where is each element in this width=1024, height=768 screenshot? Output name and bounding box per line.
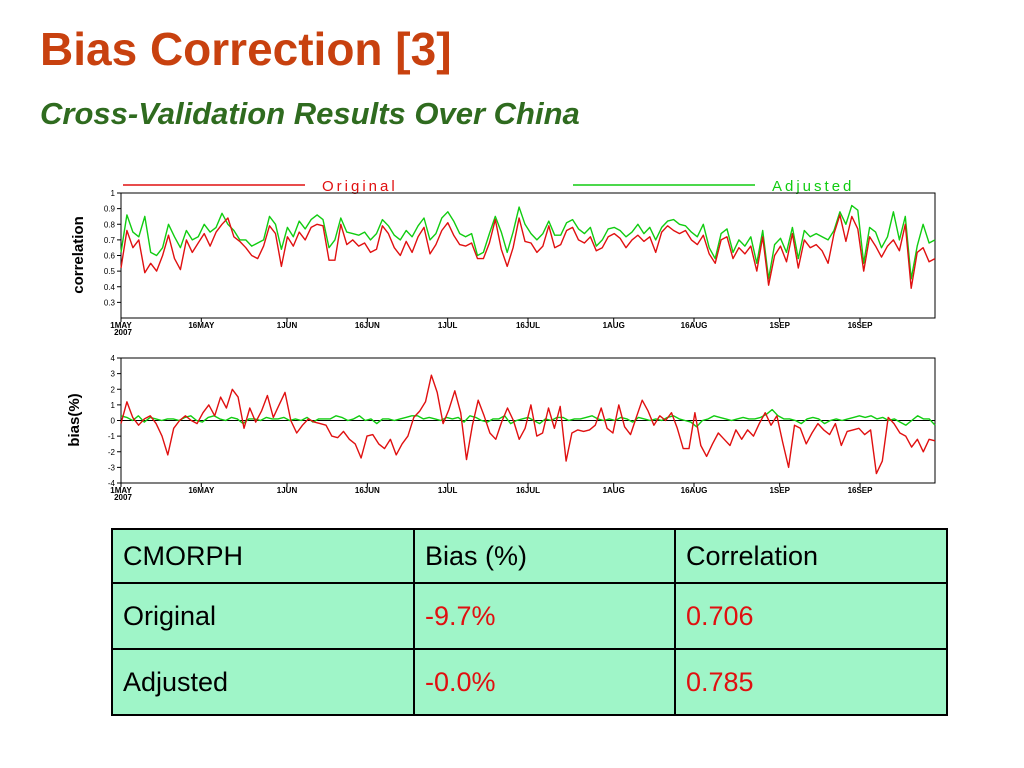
table-row: Adjusted -0.0% 0.785 [111, 648, 948, 716]
bias-xtick-label: 1SEP [769, 486, 790, 495]
correlation-xtick-label: 1JUL [438, 321, 458, 330]
bias-ytick-label: 3 [111, 370, 116, 379]
bias-series-original [120, 374, 936, 475]
correlation-plot: correlation 0.3 0.4 0.5 0.6 0.7 0.8 0.9 1 1MAY 16… [70, 189, 936, 337]
table-row: Original -9.7% 0.706 [111, 582, 948, 650]
bias-xtick-label: 16JUN [355, 486, 380, 495]
correlation-xtick-label: 1MAY [110, 321, 132, 330]
bias-xtick-label: 1JUN [277, 486, 298, 495]
table-cell: Original [111, 582, 415, 650]
correlation-xtick-label: 16SEP [848, 321, 874, 330]
correlation-series-adjusted [120, 204, 936, 280]
bias-xtick-label: 16JUL [516, 486, 540, 495]
table-cell: 0.785 [674, 648, 948, 716]
bias-xtick-label: 1AUG [603, 486, 625, 495]
bias-ytick-label: 1 [111, 401, 116, 410]
slide-title: Bias Correction [3] [40, 23, 452, 75]
correlation-xtick-label: 1AUG [603, 321, 625, 330]
bias-ytick-label: 2 [111, 385, 116, 394]
table-header-row: CMORPH Bias (%) Correlation [111, 528, 948, 584]
table-cell: Adjusted [111, 648, 415, 716]
correlation-xtick-label: 16JUN [355, 321, 380, 330]
correlation-ytick-label: 0.3 [104, 298, 116, 307]
correlation-xtick-label: 16MAY [188, 321, 215, 330]
legend-label-original: Original [322, 178, 398, 195]
correlation-ytick-label: 0.8 [104, 220, 116, 229]
correlation-ytick-label: 0.5 [104, 267, 116, 276]
bias-xtick-label: 16SEP [848, 486, 874, 495]
correlation-xtick-label: 1JUN [277, 321, 298, 330]
legend-label-adjusted: Adjusted [772, 178, 854, 195]
correlation-xtick-label: 16JUL [516, 321, 540, 330]
stats-table: CMORPH Bias (%) Correlation Original -9.… [111, 528, 948, 716]
correlation-plot-frame [120, 192, 936, 319]
bias-ytick-label: 4 [111, 354, 116, 363]
correlation-ytick-label: 0.6 [104, 252, 116, 261]
bias-axis-title: bias(%) [66, 393, 83, 446]
table-header-cell: Correlation [674, 528, 948, 584]
table-cell: 0.706 [674, 582, 948, 650]
correlation-xtick-label: 16AUG [681, 321, 708, 330]
bias-ytick-label: 0 [111, 417, 116, 426]
bias-xtick-label: 1JUL [438, 486, 458, 495]
bias-ytick-label: -2 [108, 448, 116, 457]
correlation-series-original [120, 214, 936, 289]
table-cell: -0.0% [413, 648, 676, 716]
bias-plot: bias(%) -4 -3 -2 -1 0 1 2 3 4 1MAY 16MAY 1JUN 16JUN 1… [66, 354, 936, 502]
table-header-cell: Bias (%) [413, 528, 676, 584]
correlation-xtick-label: 1SEP [769, 321, 790, 330]
correlation-ytick-label: 0.9 [104, 205, 116, 214]
correlation-ytick-label: 1 [111, 189, 116, 198]
correlation-axis-title: correlation [70, 216, 87, 294]
bias-xtick-label: 1MAY [110, 486, 132, 495]
correlation-ytick-label: 0.7 [104, 236, 116, 245]
correlation-ytick-label: 0.4 [104, 283, 116, 292]
bias-xtick-label: 16MAY [188, 486, 215, 495]
bias-year-label: 2007 [114, 493, 132, 502]
bias-ytick-label: -4 [108, 479, 116, 488]
bias-xtick-label: 16AUG [681, 486, 708, 495]
table-cell: -9.7% [413, 582, 676, 650]
table-header-cell: CMORPH [111, 528, 415, 584]
charts-figure: Original Adjusted correlation 0.3 0.4 0.5 0… [66, 178, 936, 502]
correlation-year-label: 2007 [114, 328, 132, 337]
bias-ytick-label: -1 [108, 432, 116, 441]
chart-legend: Original Adjusted [123, 178, 854, 195]
slide-subtitle: Cross-Validation Results Over China [40, 96, 580, 131]
bias-ytick-label: -3 [108, 463, 116, 472]
